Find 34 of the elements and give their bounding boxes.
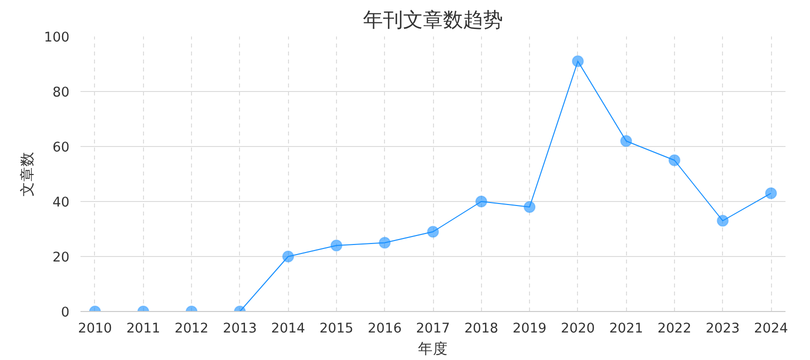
y-tick-label: 60 <box>52 140 70 156</box>
x-tick-label: 2012 <box>174 322 209 336</box>
y-tick-label: 80 <box>52 86 70 100</box>
x-tick-label: 2015 <box>319 322 354 336</box>
x-tick-label: 2018 <box>464 322 498 336</box>
x-tick-label: 2019 <box>512 322 547 336</box>
x-tick-label: 2013 <box>222 322 257 336</box>
point <box>765 187 778 200</box>
x-tick-label: 2011 <box>126 322 160 336</box>
x-tick-label: 2016 <box>368 322 402 336</box>
x-tick-label: 2017 <box>416 322 450 336</box>
y-tick-label: 40 <box>52 196 70 210</box>
y-tick-label: 20 <box>52 250 70 266</box>
point <box>282 250 294 262</box>
x-tick-label: 2014 <box>271 322 306 336</box>
y-tick-label: 100 <box>44 30 70 46</box>
x-tick-label: 2023 <box>706 322 740 336</box>
point <box>668 154 680 166</box>
point <box>524 201 536 213</box>
x-tick-label: 2021 <box>609 322 644 336</box>
x-tick-label: 2010 <box>78 322 112 336</box>
point <box>716 214 729 227</box>
x-axis-title: 年度 <box>418 340 448 358</box>
point <box>620 135 632 147</box>
x-tick-label: 2022 <box>657 322 692 336</box>
point <box>427 226 439 238</box>
chart-title: 年刊文章数趋势 <box>363 8 503 32</box>
x-tick-label: 2020 <box>560 322 595 336</box>
y-axis-title: 文章数 <box>19 152 36 196</box>
point <box>475 196 488 208</box>
point <box>378 236 391 249</box>
point <box>330 240 342 252</box>
y-tick-label: 0 <box>61 306 70 320</box>
x-tick-label: 2024 <box>754 322 788 336</box>
